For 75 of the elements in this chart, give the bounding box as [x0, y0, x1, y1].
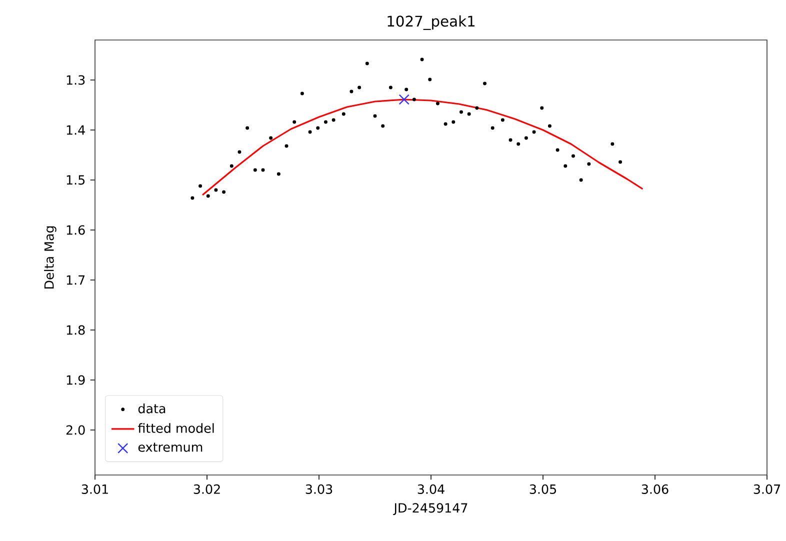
point: [198, 184, 202, 188]
point: [610, 142, 614, 146]
y-tick-label: 1.3: [66, 75, 85, 85]
point: [253, 168, 257, 172]
point: [276, 172, 280, 176]
point: [467, 112, 471, 116]
point: [412, 98, 416, 102]
chart-title: 1027_peak1: [388, 15, 475, 30]
x-tick-label: 3.05: [530, 484, 556, 494]
y-tick-label: 1.5: [66, 175, 85, 185]
point: [388, 86, 392, 90]
point: [398, 94, 410, 105]
point: [238, 150, 242, 154]
point: [292, 120, 296, 124]
point: [350, 90, 354, 94]
point: [373, 114, 377, 118]
point: [269, 136, 273, 140]
x-axis-title: JD-2459147: [393, 503, 468, 516]
point: [548, 124, 552, 128]
point: [508, 138, 512, 142]
point: [452, 120, 456, 124]
point: [222, 190, 226, 194]
point: [532, 130, 536, 134]
point: [579, 178, 583, 182]
point: [587, 162, 591, 166]
legend-label: fitted model: [138, 423, 214, 433]
y-tick-label: 1.9: [66, 375, 85, 385]
point: [332, 118, 336, 122]
x-tick-label: 3.06: [642, 484, 668, 494]
point: [524, 136, 528, 140]
point: [300, 92, 304, 96]
x-tick-label: 3.03: [306, 484, 332, 494]
point: [500, 118, 504, 122]
legend-label: data: [138, 404, 166, 414]
point: [206, 194, 210, 198]
y-axis-title: Delta Mag: [44, 226, 56, 289]
point: [342, 112, 346, 116]
x-tick-label: 3.02: [194, 484, 220, 494]
point: [490, 126, 494, 130]
point: [214, 188, 218, 192]
point: [572, 154, 575, 158]
point: [475, 106, 479, 110]
point: [516, 142, 520, 146]
point: [420, 58, 424, 62]
point: [246, 126, 250, 130]
point: [230, 164, 234, 168]
point: [284, 144, 288, 148]
point: [618, 160, 622, 164]
point: [444, 122, 448, 126]
y-tick-label: 2.0: [66, 425, 85, 435]
point: [358, 86, 362, 90]
y-tick-label: 1.7: [66, 275, 85, 285]
point: [428, 78, 432, 82]
y-tick-label: 1.6: [66, 225, 85, 235]
point: [261, 168, 265, 172]
x-tick-label: 3.07: [754, 484, 780, 494]
point: [564, 164, 568, 168]
point: [190, 196, 194, 200]
x-tick-label: 3.01: [82, 484, 108, 494]
point: [316, 126, 320, 130]
point: [556, 148, 560, 152]
point: [460, 110, 463, 114]
y-tick-label: 1.8: [66, 325, 85, 335]
point: [540, 106, 544, 110]
point: [308, 130, 312, 134]
point: [483, 82, 486, 86]
point: [404, 88, 408, 92]
point: [365, 62, 369, 66]
legend-label: extremum: [138, 442, 202, 452]
line-series: [202, 98, 644, 196]
point: [381, 124, 385, 128]
point: [436, 102, 440, 106]
y-tick-label: 1.4: [66, 125, 85, 135]
x-tick-label: 3.04: [418, 484, 444, 494]
point: [324, 120, 328, 124]
